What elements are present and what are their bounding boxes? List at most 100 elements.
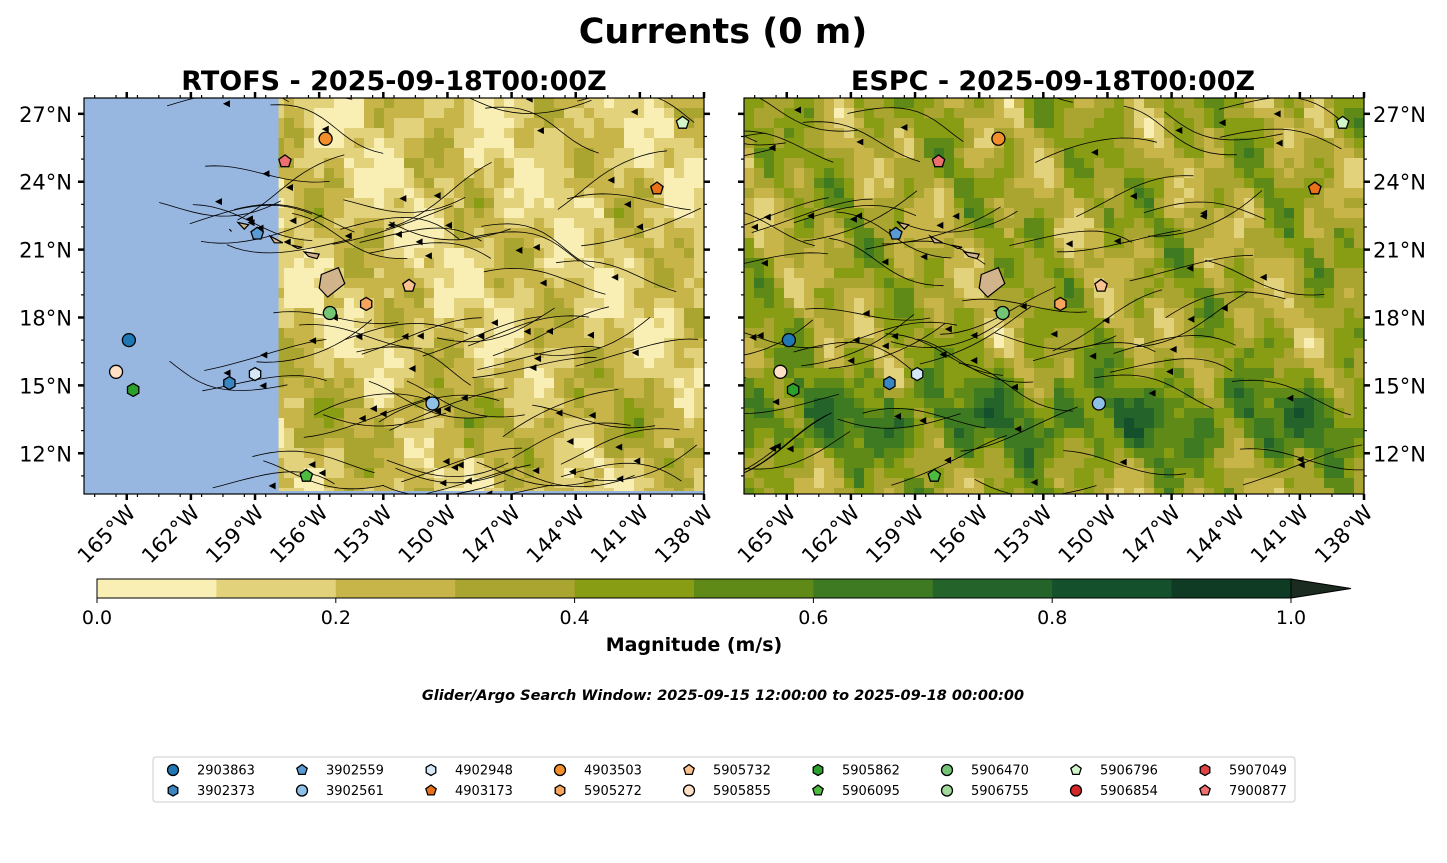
flow-arrow xyxy=(772,398,780,406)
flow-arrow xyxy=(920,253,928,261)
x-tick-label: 147°W xyxy=(1118,500,1186,568)
island xyxy=(928,234,944,244)
flow-arrow xyxy=(283,238,291,246)
legend-label: 3902373 xyxy=(197,784,255,799)
legend-marker-2903863 xyxy=(166,763,180,777)
float-markers xyxy=(773,115,1350,482)
marker-5905272 xyxy=(1054,296,1067,312)
x-tick-label: 150°W xyxy=(1054,500,1122,568)
marker-5906796 xyxy=(1335,115,1350,129)
flow-arrow xyxy=(523,328,531,336)
flow-arrow xyxy=(750,223,758,231)
colorbar-segment xyxy=(1171,579,1292,598)
legend-marker-5906854 xyxy=(1069,784,1083,797)
flow-arrow xyxy=(464,477,472,485)
flow-arrow xyxy=(944,456,952,464)
flow-arrow xyxy=(1169,345,1177,353)
legend-label: 5905732 xyxy=(713,764,771,779)
legend-marker-3902559 xyxy=(296,763,308,776)
flow-arrow xyxy=(894,412,902,420)
flow-arrow xyxy=(379,410,387,418)
flow-arrow xyxy=(807,212,815,220)
flow-arrow xyxy=(289,217,297,225)
flow-arrow xyxy=(260,351,268,359)
flow-arrow xyxy=(881,258,889,266)
legend-marker-5905855 xyxy=(682,784,696,797)
flow-arrow xyxy=(724,119,731,126)
flow-arrow xyxy=(936,221,944,229)
flow-arrow xyxy=(433,192,441,200)
marker-3902373 xyxy=(223,375,236,391)
panel-title-espc: ESPC - 2025-09-18T00:00Z xyxy=(851,66,1255,97)
flow-arrow xyxy=(1218,119,1226,127)
x-tick-label: 138°W xyxy=(650,500,718,568)
flow-arrow xyxy=(439,479,447,487)
legend-label: 3902561 xyxy=(326,784,384,799)
colorbar-segment xyxy=(694,579,814,598)
flow-arrow xyxy=(944,325,952,333)
flow-arrow xyxy=(1113,237,1121,245)
streamlines xyxy=(159,98,701,494)
flow-arrow xyxy=(1286,394,1294,402)
legend-marker-5906470 xyxy=(940,763,954,777)
y-tick-label: 15°N xyxy=(19,374,72,398)
flow-arrow xyxy=(970,357,978,365)
marker-5906470 xyxy=(995,305,1010,321)
flow-arrow xyxy=(1259,273,1267,281)
flow-arrow xyxy=(607,176,615,184)
flow-arrow xyxy=(756,332,764,340)
legend-marker-5905732 xyxy=(683,763,695,776)
flow-arrow xyxy=(768,144,776,152)
flow-arrow xyxy=(490,319,498,327)
legend-marker-4903503 xyxy=(553,763,567,777)
flow-arrow xyxy=(268,482,276,490)
flow-arrow xyxy=(566,438,574,446)
x-tick-label: 141°W xyxy=(586,500,654,568)
legend-label: 5906755 xyxy=(971,784,1029,799)
colorbar-segment xyxy=(335,579,456,598)
flow-arrow xyxy=(763,213,771,221)
marker-4902948 xyxy=(910,366,924,382)
marker-4902948 xyxy=(248,366,262,382)
flow-arrow xyxy=(485,490,493,494)
marker-5905855 xyxy=(773,364,788,379)
hawaiian-islands xyxy=(888,221,1006,298)
x-tick-label: 153°W xyxy=(989,500,1057,568)
flow-arrow xyxy=(588,411,596,419)
flow-arrow xyxy=(309,337,317,345)
legend-label: 5905862 xyxy=(842,764,900,779)
marker-4903173 xyxy=(1307,181,1322,195)
flow-arrow xyxy=(443,405,451,413)
marker-5906470 xyxy=(322,305,338,321)
flow-arrow xyxy=(416,332,424,340)
island xyxy=(962,251,981,260)
y-tick-label: 15°N xyxy=(1373,374,1426,398)
flow-arrow xyxy=(849,215,857,223)
legend-label: 4903503 xyxy=(584,764,642,779)
y-tick-label: 12°N xyxy=(19,442,72,466)
colorbar-segment xyxy=(216,579,337,598)
flow-arrow xyxy=(1273,110,1281,118)
marker-5905862 xyxy=(786,382,800,398)
flow-arrow xyxy=(769,444,777,452)
island xyxy=(896,221,910,231)
marker-5906095 xyxy=(927,468,942,482)
search-window-text: Glider/Argo Search Window: 2025-09-15 12… xyxy=(422,688,1024,704)
flow-arrow xyxy=(369,405,377,413)
marker-2903863 xyxy=(121,332,137,348)
colorbar-tick-label: 0.6 xyxy=(798,607,828,629)
island xyxy=(318,266,346,298)
flow-arrow xyxy=(532,243,540,251)
map-panel-espc: ESPC - 2025-09-18T00:00Z 165°W162°W159°W… xyxy=(724,66,1426,568)
x-tick-label: 165°W xyxy=(733,500,801,568)
legend-marker-4902948 xyxy=(425,763,437,777)
y-tick-label: 21°N xyxy=(1373,239,1426,263)
flow-arrow xyxy=(633,457,641,465)
flow-arrow xyxy=(1187,315,1195,323)
flow-arrow xyxy=(970,331,978,339)
flow-arrow xyxy=(434,407,442,415)
colorbar-tick-label: 0.4 xyxy=(559,607,589,629)
colorbar-segment xyxy=(813,579,934,598)
flow-arrow xyxy=(1166,368,1174,376)
flow-arrow xyxy=(786,445,794,453)
